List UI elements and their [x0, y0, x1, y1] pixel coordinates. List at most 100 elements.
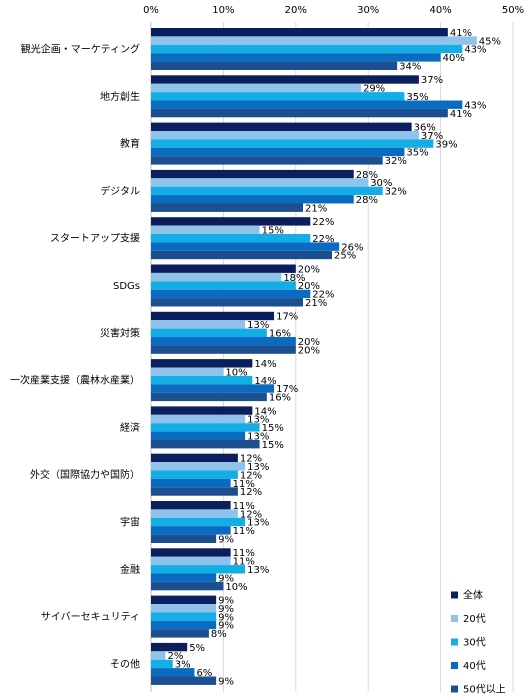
legend-swatch — [451, 615, 458, 622]
bar — [151, 272, 282, 282]
bar — [151, 431, 246, 440]
data-label: 5% — [189, 643, 205, 654]
data-label: 11% — [233, 479, 255, 490]
bar — [151, 122, 412, 131]
data-label: 28% — [356, 170, 378, 181]
bar — [151, 517, 246, 527]
data-label: 20% — [298, 345, 320, 356]
data-label: 32% — [385, 187, 407, 198]
bar — [151, 642, 188, 652]
bar — [151, 289, 311, 299]
bar — [151, 453, 238, 463]
x-tick-label: 30% — [357, 5, 379, 16]
bar — [151, 169, 354, 179]
bar — [151, 36, 477, 45]
bar — [151, 620, 217, 630]
bar — [151, 320, 246, 329]
data-label: 12% — [240, 487, 262, 498]
category-label: 教育 — [120, 137, 140, 150]
bar — [151, 668, 195, 677]
data-label: 14% — [254, 406, 276, 417]
bar — [151, 440, 260, 449]
data-label: 26% — [341, 242, 363, 253]
x-tick-labels: 0% 10% 20% 30% 40% 50% — [143, 5, 524, 16]
bar — [151, 676, 217, 685]
data-label: 13% — [247, 518, 269, 529]
data-label: 9% — [218, 596, 234, 607]
bar — [151, 651, 166, 660]
bar — [151, 328, 267, 337]
bar — [151, 44, 463, 54]
bar — [151, 217, 311, 226]
bar — [151, 414, 246, 424]
bar — [151, 384, 275, 393]
data-label: 6% — [196, 668, 212, 679]
data-label: 15% — [262, 226, 284, 237]
bar — [151, 337, 296, 346]
data-label: 16% — [269, 329, 291, 340]
data-label: 20% — [298, 264, 320, 275]
data-label: 2% — [167, 651, 183, 662]
bar — [151, 629, 209, 638]
data-label: 9% — [218, 535, 234, 546]
bar — [151, 581, 224, 591]
data-label: 22% — [312, 217, 334, 228]
bars: 41%45%43%40%34%37%29%35%43%41%36%37%39%3… — [151, 28, 501, 687]
data-label: 14% — [254, 359, 276, 370]
bar — [151, 501, 231, 510]
bar — [151, 406, 253, 415]
x-tick-label: 20% — [285, 5, 307, 16]
data-label: 14% — [254, 376, 276, 387]
data-label: 11% — [233, 548, 255, 559]
legend-swatch — [451, 591, 458, 599]
legend-swatch — [451, 638, 458, 646]
data-label: 37% — [421, 75, 443, 86]
category-label: その他 — [110, 657, 140, 670]
category-label: SDGs — [113, 281, 140, 292]
data-label: 8% — [211, 629, 227, 640]
data-label: 39% — [435, 139, 457, 150]
bar — [151, 203, 304, 212]
bar — [151, 186, 383, 196]
legend-label: 全体 — [463, 589, 483, 602]
data-label: 9% — [218, 604, 234, 615]
bar — [151, 367, 224, 376]
category-label: 観光企画・マーケティング — [21, 43, 140, 56]
legend-label: 50代以上 — [463, 684, 506, 696]
bar — [151, 83, 361, 93]
bar — [151, 61, 398, 70]
bar — [151, 53, 441, 62]
data-label: 17% — [276, 384, 298, 395]
data-label: 25% — [334, 251, 356, 262]
bar — [151, 604, 217, 613]
bar — [151, 234, 311, 243]
bar — [151, 478, 231, 488]
data-label: 37% — [421, 131, 443, 142]
data-label: 22% — [312, 290, 334, 301]
data-label: 35% — [406, 148, 428, 159]
category-label: 一次産業支援（農林水産業） — [10, 374, 140, 387]
category-label: 宇宙 — [120, 516, 140, 529]
legend-swatch — [451, 685, 458, 693]
data-label: 12% — [240, 470, 262, 481]
bar — [151, 509, 238, 518]
bar — [151, 470, 238, 479]
data-label: 13% — [247, 432, 269, 443]
data-label: 30% — [370, 178, 392, 189]
bar — [151, 131, 419, 140]
category-label: 経済 — [120, 421, 140, 434]
bar — [151, 548, 231, 557]
data-label: 21% — [305, 298, 327, 309]
bar — [151, 462, 246, 471]
bar — [151, 242, 340, 251]
data-label: 41% — [450, 109, 472, 120]
category-label: デジタル — [100, 184, 140, 197]
data-label: 17% — [276, 312, 298, 323]
data-label: 12% — [240, 454, 262, 465]
bar — [151, 298, 304, 307]
data-label: 11% — [233, 557, 255, 568]
legend-label: 20代 — [463, 613, 486, 625]
bar — [151, 526, 231, 535]
